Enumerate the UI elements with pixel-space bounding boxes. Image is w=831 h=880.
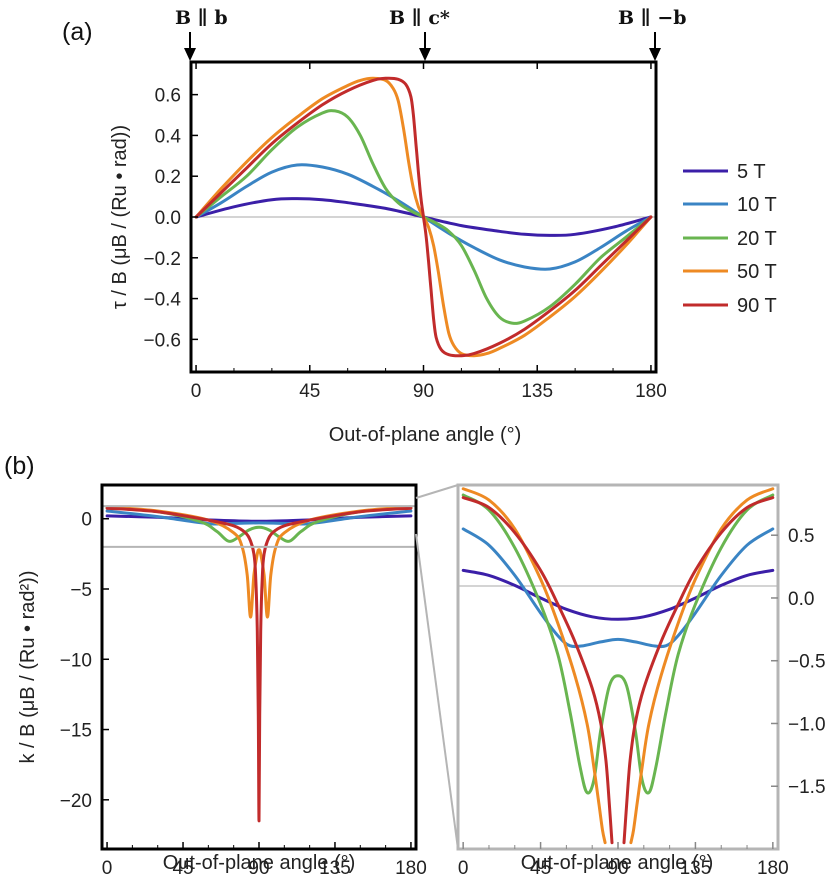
top-marker-2-label: B ∥ −b <box>618 7 687 29</box>
ytick-label-bz-4: −1.5 <box>788 777 826 798</box>
xtick-label-bz-45: 45 <box>530 858 551 879</box>
xtick-label-bz-0: 0 <box>458 858 469 879</box>
ytick-label-a-4: 0.2 <box>155 167 181 188</box>
series-line-bz-90t-5 <box>461 496 614 845</box>
xtick-label-a-0: 0 <box>191 381 202 402</box>
ytick-label-bm-0: 0 <box>81 510 92 531</box>
series-line-a-90t-4 <box>194 76 653 358</box>
panel-label-b: (b) <box>4 452 35 480</box>
series-group-a <box>194 76 653 358</box>
ticks-b-main: 0 45 90 135 180 0 −5 −10 −15 −20 <box>60 510 427 879</box>
ytick-label-a-5: 0.4 <box>155 126 182 147</box>
series-line-bm-50t-3 <box>105 505 413 619</box>
svg-text:B ∥ b: B ∥ b <box>175 7 228 29</box>
xtick-label-a-45: 45 <box>299 381 320 402</box>
ytick-label-a-0: −0.6 <box>143 330 181 351</box>
xtick-label-bm-135: 135 <box>319 858 351 879</box>
chart-b-main: 0 45 90 135 180 0 −5 −10 −15 −20 Out-of-plane ang… <box>17 483 427 879</box>
series-group-b-zoom <box>461 487 775 845</box>
xlabel-a: Out-of-plane angle (°) <box>329 424 522 446</box>
ytick-label-bz-2: −0.5 <box>788 652 826 673</box>
series-line-bm-20t-2 <box>105 506 413 543</box>
legend-label-5t: 5 T <box>737 161 766 183</box>
svg-text:B ∥ c*: B ∥ c* <box>389 7 450 29</box>
xlabel-b-main: Out-of-plane angle (°) <box>163 852 356 874</box>
ytick-label-bz-1: 0.0 <box>788 589 814 610</box>
ylabel-a: τ / B (μB / (Ru • rad)) <box>109 125 131 309</box>
xtick-label-bz-180: 180 <box>757 858 789 879</box>
ytick-label-bm-1: −5 <box>70 580 92 601</box>
series-line-bz-50t-4 <box>629 487 775 845</box>
xtick-label-bm-180: 180 <box>395 858 427 879</box>
series-line-bz-5t-0 <box>461 568 775 621</box>
ytick-label-a-2: −0.2 <box>143 249 181 270</box>
xtick-label-bz-135: 135 <box>680 858 712 879</box>
xtick-label-a-180: 180 <box>635 381 667 402</box>
chart-a: 0 45 90 135 180 −0.6 −0.4 −0.2 0.0 0.2 0.4 0.6 B ∥ … <box>109 7 777 446</box>
ytick-label-bm-3: −15 <box>60 721 92 742</box>
top-marker-1-label: B ∥ c* <box>389 7 450 29</box>
xtick-label-bm-45: 45 <box>172 858 193 879</box>
ytick-label-a-1: −0.4 <box>143 290 181 311</box>
xtick-label-a-90: 90 <box>413 381 434 402</box>
legend-label-20t: 20 T <box>737 228 777 250</box>
svg-text:B ∥ −b: B ∥ −b <box>618 7 687 29</box>
panel-label-a: (a) <box>62 18 93 46</box>
xtick-label-bm-0: 0 <box>102 858 113 879</box>
zoom-connector-bottom <box>415 533 459 850</box>
xtick-label-bm-90: 90 <box>248 858 269 879</box>
zoom-connector-top <box>415 484 459 499</box>
ytick-label-bz-0: 0.5 <box>788 526 814 547</box>
legend-label-10t: 10 T <box>737 194 777 216</box>
chart-b-zoom: 0 45 90 135 180 0.5 0.0 −0.5 −1.0 −1.5 Out-of-pla… <box>456 483 826 879</box>
top-marker-1: B ∥ c* <box>389 7 450 61</box>
zoom-band-lines <box>103 505 415 548</box>
series-line-bz-50t-3 <box>461 487 607 845</box>
series-line-bz-10t-1 <box>461 527 775 649</box>
legend-label-90t: 90 T <box>737 295 777 317</box>
ytick-label-bz-3: −1.0 <box>788 714 826 735</box>
ticks-a: 0 45 90 135 180 −0.6 −0.4 −0.2 0.0 0.2 0.4 0.6 <box>143 62 667 402</box>
top-marker-2: B ∥ −b <box>618 7 687 61</box>
ylabel-b-main: k / B (μB / (Ru • rad²)) <box>17 571 39 764</box>
ticks-b-zoom: 0 45 90 135 180 0.5 0.0 −0.5 −1.0 −1.5 <box>458 526 826 879</box>
top-marker-0-label: B ∥ b <box>175 7 228 29</box>
series-line-bm-10t-1 <box>105 509 413 526</box>
series-line-bz-90t-6 <box>622 496 775 845</box>
ytick-label-bm-4: −20 <box>60 791 92 812</box>
series-line-bm-90t-4 <box>105 506 413 823</box>
top-marker-0: B ∥ b <box>175 7 228 61</box>
ytick-label-a-6: 0.6 <box>155 86 181 107</box>
ytick-label-a-3: 0.0 <box>155 208 181 229</box>
plot-frame-b-zoom <box>456 483 780 851</box>
legend-label-50t: 50 T <box>737 261 777 283</box>
ytick-label-bm-2: −10 <box>60 650 92 671</box>
xlabel-b-zoom: Out-of-plane angle (°) <box>521 852 714 874</box>
xtick-label-bz-90: 90 <box>607 858 628 879</box>
series-group-b-main <box>105 505 413 823</box>
xtick-label-a-135: 135 <box>521 381 553 402</box>
legend: 5 T 10 T 20 T 50 T 90 T <box>683 161 777 317</box>
series-line-bz-20t-2 <box>461 493 775 795</box>
